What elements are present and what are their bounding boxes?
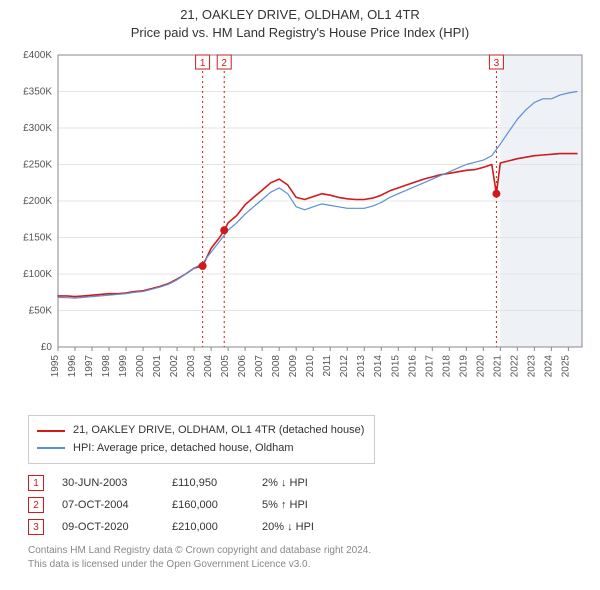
event-marker-label: 2 [221,58,227,69]
x-tick-label: 2003 [186,355,197,378]
x-tick-label: 2024 [543,355,554,378]
sale-diff: 5% ↑ HPI [262,499,382,511]
sale-marker-box: 2 [28,497,44,513]
title-address: 21, OAKLEY DRIVE, OLDHAM, OL1 4TR [10,6,590,24]
sale-marker-box: 1 [28,475,44,491]
sale-diff: 20% ↓ HPI [262,521,382,533]
x-tick-label: 2000 [135,355,146,378]
sale-row: 2 07-OCT-2004£160,0005% ↑ HPI [28,494,590,516]
y-tick-label: £400K [23,50,52,61]
x-tick-label: 2009 [288,355,299,378]
footer-line-1: Contains HM Land Registry data © Crown c… [28,544,590,558]
x-tick-label: 2001 [152,355,163,378]
y-tick-label: £150K [23,233,52,244]
sale-price: £160,000 [172,499,262,511]
sales-table: 1 30-JUN-2003£110,9502% ↓ HPI 2 07-OCT-2004… [28,472,590,538]
x-tick-label: 2011 [322,355,333,377]
sale-price: £110,950 [172,477,262,489]
y-tick-label: £350K [23,87,52,98]
legend: 21, OAKLEY DRIVE, OLDHAM, OL1 4TR (detac… [28,415,375,464]
x-tick-label: 2007 [254,355,265,378]
x-tick-label: 1998 [101,355,112,378]
legend-swatch [37,430,65,432]
y-tick-label: £250K [23,160,52,171]
sale-date: 07-OCT-2004 [62,499,172,511]
x-tick-label: 2016 [407,355,418,378]
sale-date: 09-OCT-2020 [62,521,172,533]
x-tick-label: 2004 [203,355,214,378]
x-tick-label: 1996 [67,355,78,378]
legend-label: 21, OAKLEY DRIVE, OLDHAM, OL1 4TR (detac… [73,422,364,440]
y-tick-label: £200K [23,196,52,207]
title-subtitle: Price paid vs. HM Land Registry's House … [10,24,590,42]
x-tick-label: 2010 [305,355,316,378]
x-tick-label: 2022 [509,355,520,378]
chart-svg: £0 £50K £100K £150K £200K £250K £300K £350K £400… [10,47,590,407]
sale-marker-box: 3 [28,519,44,535]
x-tick-label: 1997 [84,355,95,378]
x-tick-label: 2008 [271,355,282,378]
footer-line-2: This data is licensed under the Open Gov… [28,558,590,572]
x-tick-label: 2005 [220,355,231,378]
chart-title: 21, OAKLEY DRIVE, OLDHAM, OL1 4TR Price … [10,6,590,41]
x-tick-label: 2014 [373,355,384,378]
y-tick-label: £300K [23,123,52,134]
x-tick-label: 1999 [118,355,129,378]
x-tick-label: 1995 [50,355,61,378]
sale-marker-dot [199,262,207,270]
x-tick-label: 2012 [339,355,350,378]
x-tick-label: 2002 [169,355,180,378]
chart: £0 £50K £100K £150K £200K £250K £300K £350K £400… [10,47,590,407]
sale-date: 30-JUN-2003 [62,477,172,489]
footer: Contains HM Land Registry data © Crown c… [28,544,590,572]
x-tick-label: 2025 [560,355,571,378]
y-tick-label: £50K [29,306,53,317]
sale-row: 1 30-JUN-2003£110,9502% ↓ HPI [28,472,590,494]
legend-label: HPI: Average price, detached house, Oldh… [73,440,294,458]
sale-marker-dot [492,190,500,198]
x-tick-label: 2017 [424,355,435,378]
x-tick-label: 2006 [237,355,248,378]
x-tick-label: 2020 [475,355,486,378]
x-tick-label: 2015 [390,355,401,378]
y-tick-label: £0 [41,342,53,353]
x-tick-label: 2023 [526,355,537,378]
sale-marker-dot [220,226,228,234]
sale-row: 3 09-OCT-2020£210,00020% ↓ HPI [28,516,590,538]
y-tick-label: £100K [23,269,52,280]
legend-row: 21, OAKLEY DRIVE, OLDHAM, OL1 4TR (detac… [37,422,364,440]
x-tick-label: 2019 [458,355,469,378]
legend-row: HPI: Average price, detached house, Oldh… [37,440,364,458]
event-marker-label: 3 [494,58,500,69]
event-marker-label: 1 [200,58,206,69]
x-tick-label: 2018 [441,355,452,378]
legend-swatch [37,447,65,449]
sale-diff: 2% ↓ HPI [262,477,382,489]
x-tick-label: 2021 [492,355,503,378]
x-tick-label: 2013 [356,355,367,378]
sale-price: £210,000 [172,521,262,533]
